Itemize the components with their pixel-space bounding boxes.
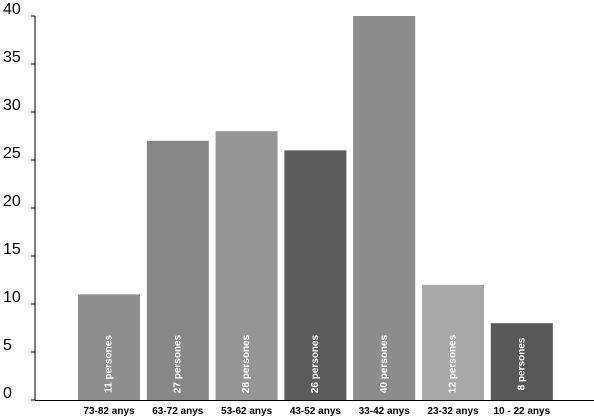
bar: [146, 140, 209, 401]
bar: [490, 323, 553, 400]
x-category-label: 63-72 anys: [152, 406, 204, 417]
y-tick-label: 35: [3, 49, 21, 66]
y-tick-label: 5: [3, 337, 12, 354]
x-category-label: 10 - 22 anys: [493, 406, 550, 417]
bar-data-label: 28 persones: [241, 334, 252, 393]
bars: 11 persones 27 persones 28 persones 26 pers…: [78, 16, 553, 401]
y-tick-label: 40: [3, 1, 21, 18]
x-category-label: 43-52 anys: [290, 406, 342, 417]
y-axis: 0 5 10 15 20 25 30 35 40: [3, 1, 36, 402]
x-category-label: 53-62 anys: [221, 406, 273, 417]
x-category-label: 23-32 anys: [427, 406, 479, 417]
x-category-label: 73-82 anys: [83, 406, 135, 417]
bar: [78, 294, 140, 400]
bar-data-label: 40 persones: [379, 334, 390, 393]
bar: [353, 16, 416, 400]
y-tick-label: 30: [3, 97, 21, 114]
y-tick-label: 20: [3, 193, 21, 210]
bar: [422, 284, 484, 400]
y-tick-label: 10: [3, 289, 21, 306]
bar-data-label: 8 persones: [516, 337, 527, 390]
y-tick-label: 25: [3, 145, 21, 162]
bar-data-label: 11 persones: [104, 335, 115, 393]
y-tick-label: 15: [3, 241, 21, 258]
x-axis: 73-82 anys 63-72 anys 53-62 anys 43-52 anys…: [35, 400, 594, 417]
bar: [284, 150, 347, 400]
x-category-label: 33-42 anys: [359, 406, 411, 417]
bar: [215, 131, 278, 400]
bar-data-label: 12 persones: [448, 334, 459, 393]
bar-data-label: 26 persones: [310, 334, 321, 393]
y-tick-label: 0: [3, 385, 12, 402]
bar-data-label: 27 persones: [172, 334, 183, 393]
